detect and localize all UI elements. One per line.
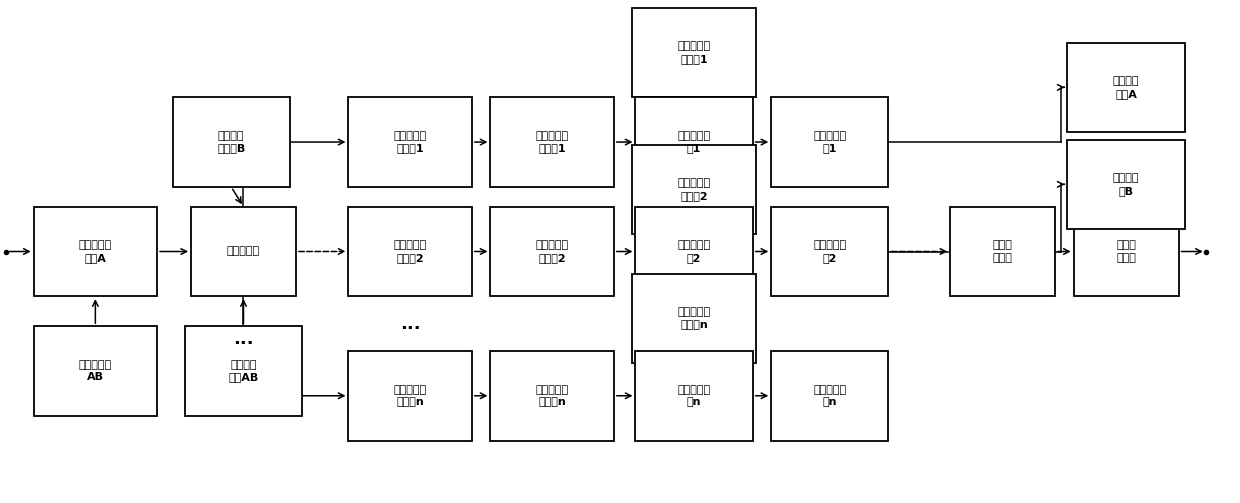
FancyBboxPatch shape [771, 97, 889, 187]
FancyBboxPatch shape [1068, 139, 1184, 229]
Text: 密钥重
组单元: 密钥重 组单元 [993, 240, 1013, 263]
Text: ...: ... [399, 315, 420, 332]
FancyBboxPatch shape [348, 351, 472, 441]
FancyBboxPatch shape [771, 207, 889, 296]
FancyBboxPatch shape [348, 207, 472, 296]
Text: 基比对筛选
单元A: 基比对筛选 单元A [79, 240, 112, 263]
Text: 幅度分类器: 幅度分类器 [227, 246, 260, 257]
Text: 私钥放
大单元: 私钥放 大单元 [1116, 240, 1136, 263]
FancyBboxPatch shape [950, 207, 1055, 296]
FancyBboxPatch shape [191, 207, 296, 296]
Text: 分类协商
数据AB: 分类协商 数据AB [228, 360, 259, 382]
Text: 译码结果
数据A: 译码结果 数据A [1112, 76, 1140, 99]
Text: 数据离散处
理单元n: 数据离散处 理单元n [393, 385, 427, 407]
Text: 离散数据存
储单元n: 离散数据存 储单元n [536, 385, 569, 407]
FancyBboxPatch shape [490, 351, 614, 441]
FancyBboxPatch shape [490, 97, 614, 187]
Text: 译码计算单
元2: 译码计算单 元2 [677, 240, 711, 263]
FancyBboxPatch shape [33, 326, 157, 415]
Text: 离散数据存
储单元1: 离散数据存 储单元1 [536, 131, 569, 153]
FancyBboxPatch shape [632, 274, 756, 364]
Text: 数据存储单
元n: 数据存储单 元n [813, 385, 847, 407]
FancyBboxPatch shape [33, 207, 157, 296]
Text: ...: ... [233, 329, 254, 348]
Text: 校验子数
据B: 校验子数 据B [1112, 173, 1140, 196]
Text: 离散化协
商数据B: 离散化协 商数据B [217, 131, 246, 153]
FancyBboxPatch shape [1068, 43, 1184, 132]
Text: 数据存储单
元1: 数据存储单 元1 [813, 131, 847, 153]
Text: 数据离散处
理单元2: 数据离散处 理单元2 [393, 240, 427, 263]
FancyBboxPatch shape [632, 144, 756, 234]
Text: 校验矩阵存
储单元1: 校验矩阵存 储单元1 [677, 41, 711, 64]
Text: 译码计算单
元n: 译码计算单 元n [677, 385, 711, 407]
Text: 译码计算单
元1: 译码计算单 元1 [677, 131, 711, 153]
FancyBboxPatch shape [632, 8, 756, 97]
FancyBboxPatch shape [185, 326, 303, 415]
Text: 离散数据存
储单元2: 离散数据存 储单元2 [536, 240, 569, 263]
FancyBboxPatch shape [771, 351, 889, 441]
FancyBboxPatch shape [635, 97, 753, 187]
FancyBboxPatch shape [490, 207, 614, 296]
FancyBboxPatch shape [172, 97, 290, 187]
FancyBboxPatch shape [348, 97, 472, 187]
Text: 数据离散处
理单元1: 数据离散处 理单元1 [393, 131, 427, 153]
Text: 数据存储单
元2: 数据存储单 元2 [813, 240, 847, 263]
Text: 校验矩阵存
储单元2: 校验矩阵存 储单元2 [677, 178, 711, 201]
Text: 校验矩阵存
储单元n: 校验矩阵存 储单元n [677, 307, 711, 330]
FancyBboxPatch shape [635, 351, 753, 441]
FancyBboxPatch shape [635, 207, 753, 296]
Text: 基比对信息
AB: 基比对信息 AB [79, 360, 112, 382]
FancyBboxPatch shape [1074, 207, 1178, 296]
